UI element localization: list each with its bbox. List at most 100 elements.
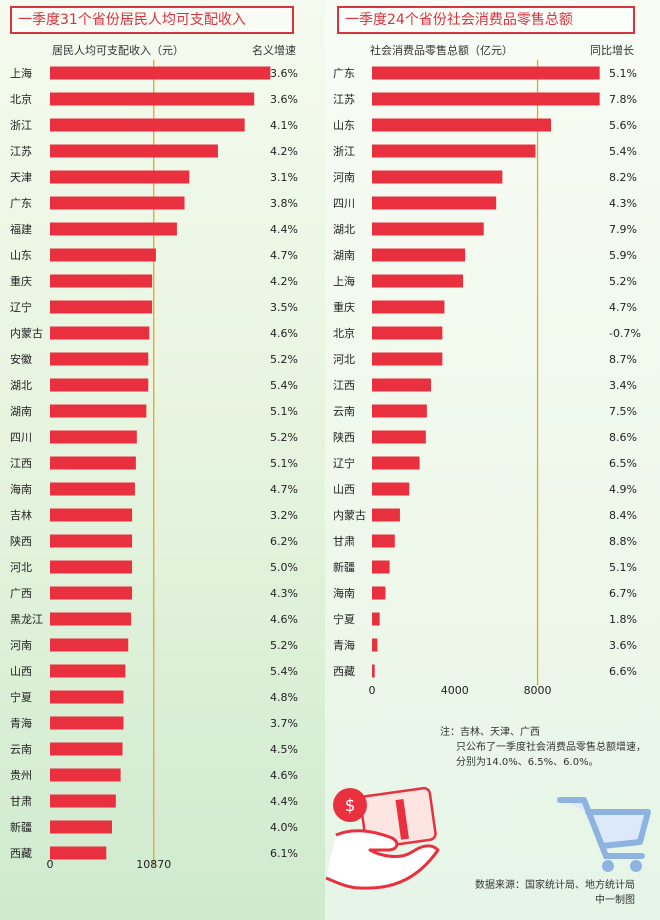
income-growth-label: 3.1% bbox=[270, 171, 298, 184]
retail-category-label: 江苏 bbox=[333, 93, 355, 106]
retail-growth-label: 8.6% bbox=[609, 431, 637, 444]
income-growth-label: 5.4% bbox=[270, 379, 298, 392]
retail-growth-label: -0.7% bbox=[609, 327, 641, 340]
retail-bar bbox=[372, 274, 464, 288]
retail-category-label: 江西 bbox=[333, 379, 355, 392]
income-bar bbox=[50, 508, 133, 522]
income-growth-label: 4.3% bbox=[270, 587, 298, 600]
note-line-1: 注：吉林、天津、广西 bbox=[440, 727, 540, 738]
retail-bar bbox=[372, 612, 380, 626]
retail-bar bbox=[372, 664, 375, 678]
retail-category-label: 浙江 bbox=[333, 145, 355, 158]
source-line-2: 中一制图 bbox=[595, 895, 635, 906]
income-growth-label: 5.4% bbox=[270, 665, 298, 678]
income-bar bbox=[50, 222, 177, 236]
retail-bar bbox=[372, 638, 378, 652]
retail-growth-label: 3.4% bbox=[609, 379, 637, 392]
retail-growth-label: 8.7% bbox=[609, 353, 637, 366]
income-growth-label: 3.6% bbox=[270, 93, 298, 106]
income-growth-label: 5.1% bbox=[270, 457, 298, 470]
retail-bar bbox=[372, 378, 431, 392]
retail-category-label: 河北 bbox=[333, 353, 355, 366]
income-category-label: 上海 bbox=[10, 66, 32, 80]
retail-bar bbox=[372, 66, 600, 80]
income-category-label: 陕西 bbox=[10, 534, 32, 548]
income-bar bbox=[50, 482, 135, 496]
income-bar bbox=[50, 248, 156, 262]
retail-category-label: 宁夏 bbox=[333, 612, 355, 626]
retail-category-label: 湖北 bbox=[333, 223, 355, 236]
retail-x-tick-label: 4000 bbox=[441, 684, 469, 697]
income-growth-label: 3.5% bbox=[270, 301, 298, 314]
income-growth-label: 3.8% bbox=[270, 197, 298, 210]
right-value-header: 社会消费品零售总额（亿元） bbox=[370, 44, 513, 57]
retail-category-label: 新疆 bbox=[333, 560, 355, 574]
income-bar bbox=[50, 794, 116, 808]
retail-category-label: 甘肃 bbox=[333, 535, 355, 548]
income-category-label: 湖南 bbox=[10, 405, 32, 418]
note-text: 注：吉林、天津、广西 只公布了一季度社会消费品零售总额增速， 分别为14.0%、… bbox=[440, 725, 646, 770]
income-category-label: 江苏 bbox=[10, 145, 32, 158]
retail-growth-label: 6.6% bbox=[609, 665, 637, 678]
income-category-label: 江西 bbox=[10, 457, 32, 470]
income-bar bbox=[50, 352, 149, 366]
retail-x-tick-label: 8000 bbox=[524, 684, 552, 697]
income-category-label: 河北 bbox=[10, 561, 32, 574]
retail-category-label: 海南 bbox=[333, 586, 355, 600]
income-growth-label: 4.7% bbox=[270, 249, 298, 262]
retail-growth-label: 5.6% bbox=[609, 119, 637, 132]
income-category-label: 海南 bbox=[10, 482, 32, 496]
income-category-label: 福建 bbox=[10, 222, 32, 236]
income-growth-label: 4.7% bbox=[270, 483, 298, 496]
income-growth-label: 4.4% bbox=[270, 223, 298, 236]
left-growth-header: 名义增速 bbox=[252, 44, 296, 57]
retail-bar bbox=[372, 196, 497, 210]
income-bar bbox=[50, 170, 190, 184]
income-bar bbox=[50, 274, 153, 288]
income-category-label: 广西 bbox=[10, 587, 32, 600]
retail-bar bbox=[372, 456, 420, 470]
retail-growth-label: 8.4% bbox=[609, 509, 637, 522]
retail-category-label: 青海 bbox=[333, 638, 355, 652]
income-bar bbox=[50, 456, 136, 470]
income-bar bbox=[50, 586, 133, 600]
income-growth-label: 4.4% bbox=[270, 795, 298, 808]
income-category-label: 浙江 bbox=[10, 119, 32, 132]
retail-category-label: 河南 bbox=[333, 171, 355, 184]
income-category-label: 青海 bbox=[10, 716, 32, 730]
income-bar bbox=[50, 66, 271, 80]
income-category-label: 辽宁 bbox=[10, 300, 32, 314]
retail-bar bbox=[372, 352, 443, 366]
income-category-label: 山东 bbox=[10, 249, 32, 262]
retail-growth-label: 7.5% bbox=[609, 405, 637, 418]
income-growth-label: 6.1% bbox=[270, 847, 298, 860]
income-bar bbox=[50, 846, 107, 860]
income-category-label: 广东 bbox=[10, 197, 32, 210]
retail-category-label: 上海 bbox=[333, 274, 355, 288]
retail-category-label: 云南 bbox=[333, 405, 355, 418]
income-bar bbox=[50, 638, 129, 652]
svg-text:$: $ bbox=[345, 796, 356, 816]
retail-growth-label: 8.2% bbox=[609, 171, 637, 184]
income-bar bbox=[50, 196, 185, 210]
retail-growth-label: 5.1% bbox=[609, 67, 637, 80]
retail-bar bbox=[372, 326, 443, 340]
retail-bar bbox=[372, 482, 410, 496]
retail-category-label: 山西 bbox=[333, 483, 355, 496]
right-growth-header: 同比增长 bbox=[590, 44, 634, 57]
retail-growth-label: 7.9% bbox=[609, 223, 637, 236]
retail-category-label: 内蒙古 bbox=[333, 508, 366, 522]
money-hand-icon: $ bbox=[325, 786, 440, 890]
income-growth-label: 5.0% bbox=[270, 561, 298, 574]
retail-category-label: 广东 bbox=[333, 67, 355, 80]
income-bar bbox=[50, 560, 133, 574]
income-growth-label: 4.8% bbox=[270, 691, 298, 704]
income-growth-label: 5.1% bbox=[270, 405, 298, 418]
income-bar bbox=[50, 430, 137, 444]
retail-category-label: 辽宁 bbox=[333, 456, 355, 470]
retail-growth-label: 4.7% bbox=[609, 301, 637, 314]
retail-bar bbox=[372, 248, 466, 262]
retail-growth-label: 5.9% bbox=[609, 249, 637, 262]
income-category-label: 安徽 bbox=[10, 352, 32, 366]
